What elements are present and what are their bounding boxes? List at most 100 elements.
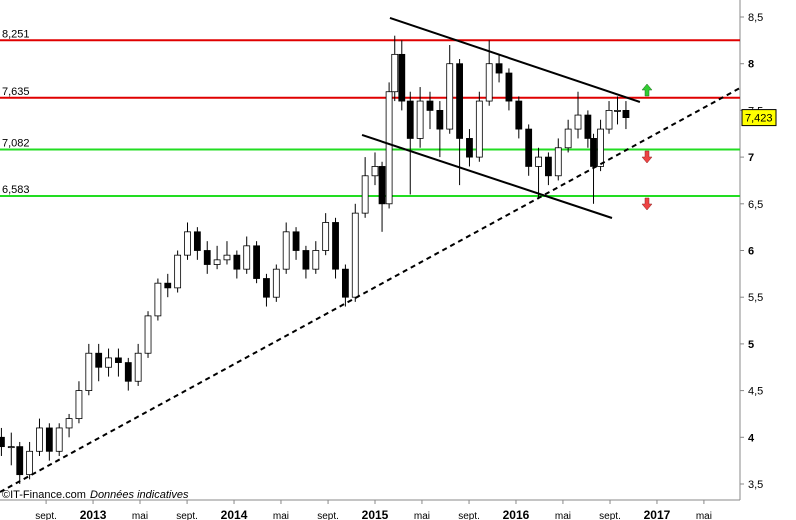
candle-body <box>426 100 434 111</box>
candle-body <box>574 114 582 130</box>
candle-body <box>292 231 300 251</box>
y-tick-label: 5,5 <box>748 292 763 304</box>
candle-body <box>385 91 393 205</box>
candle-body <box>243 245 251 270</box>
y-tick-label: 8 <box>748 59 754 71</box>
x-tick-label: sept. <box>599 511 621 520</box>
x-tick-label: 2017 <box>644 508 671 520</box>
last-price-label: 7,423 <box>745 113 773 125</box>
candle-body <box>115 357 122 363</box>
candle-body <box>164 282 172 289</box>
candle-body <box>16 446 24 476</box>
candle-body <box>85 352 93 391</box>
x-tick-label: mai <box>555 511 571 520</box>
y-tick-label: 5 <box>748 339 754 351</box>
level-label: 7,082 <box>2 137 30 149</box>
candle-body <box>75 390 83 420</box>
down-arrow <box>641 150 653 164</box>
candle-body <box>391 53 399 93</box>
candle-body <box>406 100 414 139</box>
y-tick-label: 8,5 <box>748 12 763 24</box>
candle-body <box>466 138 473 158</box>
x-tick-label: mai <box>132 511 148 520</box>
x-tick-label: 2013 <box>80 508 107 520</box>
candle-body <box>144 315 152 354</box>
y-tick-label: 4,5 <box>748 386 763 398</box>
candle-body <box>505 72 513 102</box>
up-arrow <box>641 83 653 97</box>
x-tick-label: 2015 <box>362 508 389 520</box>
x-tick-label: 2014 <box>221 508 248 520</box>
candle-body <box>341 268 349 298</box>
candle-body <box>233 254 241 270</box>
x-tick-label: sept. <box>458 511 480 520</box>
candle-body <box>485 63 493 102</box>
x-tick-label: 2016 <box>503 508 530 520</box>
candle-body <box>436 110 444 130</box>
candle-body <box>371 166 379 177</box>
candle-body <box>124 362 132 382</box>
watermark: ©IT-Finance.com <box>2 489 86 501</box>
candle-body <box>312 250 320 270</box>
candle-body <box>95 352 103 368</box>
candle-body <box>545 156 552 177</box>
x-tick-label: mai <box>273 511 289 520</box>
candle-body <box>495 63 503 74</box>
trendline <box>361 134 613 219</box>
down-arrow <box>641 197 653 211</box>
note: Données indicatives <box>90 489 189 501</box>
candle-body <box>184 231 191 256</box>
candle-body <box>564 128 572 149</box>
candle-body <box>223 254 231 261</box>
candle-body <box>535 156 542 167</box>
trendline <box>0 87 741 493</box>
candle-body <box>26 450 34 476</box>
candle-body <box>55 427 63 452</box>
y-tick-label: 3,5 <box>748 479 763 491</box>
candle-body <box>525 128 533 167</box>
candle-body <box>332 222 339 270</box>
candle-body <box>282 231 290 270</box>
candle-body <box>302 250 310 270</box>
x-tick-label: sept. <box>317 511 339 520</box>
candle-body <box>322 222 330 251</box>
candle-body <box>398 53 406 102</box>
candle-body <box>65 418 73 429</box>
y-tick-label: 6,5 <box>748 199 763 211</box>
candle-body <box>446 63 454 130</box>
candle-body <box>554 147 562 177</box>
level-label: 6,583 <box>2 184 30 196</box>
candle-body <box>7 446 15 449</box>
candle-body <box>174 254 182 289</box>
candle-body <box>584 114 592 139</box>
candle-body <box>605 110 613 130</box>
candle-body <box>105 357 112 368</box>
candle-body <box>272 268 280 298</box>
candle-body <box>416 100 424 139</box>
candle-body <box>597 128 604 167</box>
x-tick-label: sept. <box>176 511 198 520</box>
candle-body <box>45 427 53 452</box>
level-label: 8,251 <box>2 28 30 40</box>
candle-body <box>361 175 369 214</box>
last-price-box <box>741 109 777 127</box>
candle-body <box>590 138 597 167</box>
candle-body <box>263 278 270 298</box>
candle-body <box>456 63 463 139</box>
y-tick-label: 4 <box>748 432 755 444</box>
candle-body <box>378 166 386 205</box>
level-label: 7,635 <box>2 86 30 98</box>
y-tick-label: 7 <box>748 152 754 164</box>
candle-body <box>351 212 359 298</box>
x-tick-label: mai <box>696 511 712 520</box>
candle-body <box>622 110 630 118</box>
candle-body <box>213 259 221 265</box>
candle-body <box>475 100 483 158</box>
x-tick-label: mai <box>414 511 430 520</box>
candle-body <box>515 100 523 130</box>
x-tick-label: sept. <box>35 511 57 520</box>
candle-body <box>193 231 201 251</box>
candle-body <box>154 282 162 317</box>
